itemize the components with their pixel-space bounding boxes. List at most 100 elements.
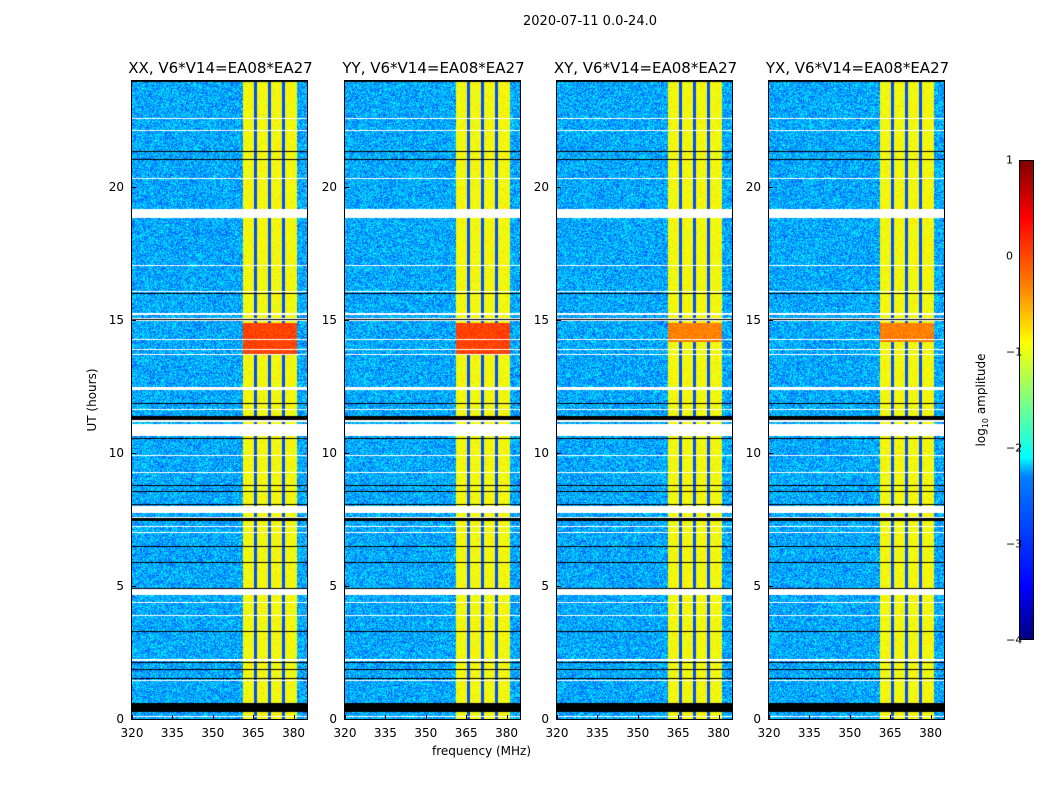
y-tick — [132, 719, 136, 720]
x-tick — [212, 715, 214, 719]
y-tick-label: 15 — [321, 313, 337, 328]
x-tick-label: 380 — [282, 726, 305, 740]
x-tick — [557, 715, 558, 719]
x-tick-label: 335 — [585, 726, 609, 740]
x-tick — [769, 715, 770, 719]
colorbar-tick-label: −3 — [1006, 537, 1023, 551]
waterfall-panel-2: YY, V6*V14=EA08*EA27 320 335 350 365 380 0 5 10 1… — [322, 59, 525, 740]
y-tick — [132, 187, 136, 189]
y-tick-label: 0 — [753, 712, 761, 726]
y-tick-label: 0 — [329, 712, 337, 726]
colorbar-tick-label: 0 — [1006, 249, 1013, 263]
colorbar-label: log10 amplitude — [973, 353, 991, 447]
waterfall-panel-3: XY, V6*V14=EA08*EA27 320 335 350 365 380 0 5 10 1… — [534, 59, 737, 740]
x-tick-label: 350 — [414, 726, 438, 740]
x-tick — [849, 715, 851, 719]
y-tick-label: 15 — [745, 313, 761, 328]
y-tick — [557, 187, 561, 189]
x-tick — [718, 715, 720, 719]
x-tick-label: 350 — [201, 726, 225, 740]
waterfall-panel-4: YX, V6*V14=EA08*EA27 320 335 350 365 380 0 5 10 1… — [746, 59, 949, 740]
x-tick — [637, 715, 639, 719]
y-tick — [557, 320, 561, 322]
x-tick — [466, 715, 468, 719]
x-tick-label: 350 — [626, 726, 650, 740]
colorbar-tick-label: −2 — [1006, 441, 1023, 455]
y-tick — [345, 320, 349, 322]
y-tick-label: 20 — [321, 180, 337, 195]
y-tick — [769, 453, 773, 455]
y-tick-label: 10 — [321, 446, 337, 461]
colorbar-tick-label: −4 — [1006, 633, 1023, 647]
y-tick — [557, 719, 561, 720]
x-tick-label: 365 — [241, 726, 265, 740]
figure-title: 2020-07-11 0.0-24.0 — [523, 14, 657, 29]
x-tick-label: 320 — [120, 726, 144, 740]
y-tick-label: 20 — [745, 180, 761, 195]
x-tick-label: 380 — [919, 726, 942, 740]
y-tick-label: 5 — [753, 579, 761, 594]
y-tick-label: 0 — [116, 712, 124, 726]
y-tick — [345, 187, 349, 189]
x-tick — [809, 715, 811, 719]
y-tick-label: 5 — [541, 579, 549, 594]
waterfall-panel-1: XX, V6*V14=EA08*EA27 320 335 350 365 380 0 5 10 1… — [109, 59, 313, 740]
x-tick-label: 335 — [797, 726, 821, 740]
x-tick-label: 320 — [545, 726, 569, 740]
colorbar — [1019, 160, 1034, 640]
x-tick-label: 335 — [373, 726, 397, 740]
y-tick — [557, 453, 561, 455]
x-tick — [425, 715, 427, 719]
heatmap-image — [557, 81, 732, 719]
x-tick-label: 380 — [495, 726, 518, 740]
y-tick — [132, 586, 136, 588]
x-axis-label: frequency (MHz) — [432, 744, 532, 758]
y-axis-label: UT (hours) — [85, 368, 99, 432]
x-tick — [678, 715, 680, 719]
colorbar-tick-label: −1 — [1006, 345, 1023, 359]
panel-title: YX, V6*V14=EA08*EA27 — [765, 59, 950, 77]
y-tick-label: 20 — [108, 180, 124, 195]
y-tick — [769, 719, 773, 720]
x-tick-label: 320 — [757, 726, 781, 740]
heatmap-image — [345, 81, 520, 719]
x-tick-label: 350 — [838, 726, 862, 740]
y-tick-label: 10 — [533, 446, 549, 461]
x-tick — [253, 715, 255, 719]
heatmap-image — [769, 81, 944, 719]
y-tick-label: 15 — [533, 313, 549, 328]
x-tick-label: 380 — [707, 726, 730, 740]
x-tick — [506, 715, 508, 719]
y-tick — [557, 586, 561, 588]
x-tick — [293, 715, 295, 719]
x-tick-label: 365 — [666, 726, 690, 740]
y-tick-label: 5 — [329, 579, 337, 594]
x-tick — [132, 715, 133, 719]
x-tick — [597, 715, 599, 719]
y-tick-label: 10 — [108, 446, 124, 461]
colorbar-tick-label: 1 — [1006, 153, 1013, 167]
x-tick-label: 335 — [160, 726, 184, 740]
x-tick-label: 365 — [878, 726, 902, 740]
y-tick-label: 20 — [533, 180, 549, 195]
y-tick — [769, 320, 773, 322]
x-tick — [345, 715, 346, 719]
panel-title: XX, V6*V14=EA08*EA27 — [128, 59, 313, 77]
x-tick — [930, 715, 932, 719]
y-tick-label: 5 — [116, 579, 124, 594]
y-tick — [345, 586, 349, 588]
y-tick-label: 10 — [745, 446, 761, 461]
y-tick-label: 15 — [108, 313, 124, 328]
y-tick — [345, 453, 349, 455]
y-tick — [132, 320, 136, 322]
x-tick-label: 320 — [333, 726, 357, 740]
y-tick — [132, 453, 136, 455]
y-tick — [769, 586, 773, 588]
panel-title: XY, V6*V14=EA08*EA27 — [553, 59, 738, 77]
heatmap-image — [132, 81, 307, 719]
x-tick — [172, 715, 174, 719]
y-tick — [769, 187, 773, 189]
x-tick — [385, 715, 387, 719]
y-tick-label: 0 — [541, 712, 549, 726]
y-tick — [345, 719, 349, 720]
